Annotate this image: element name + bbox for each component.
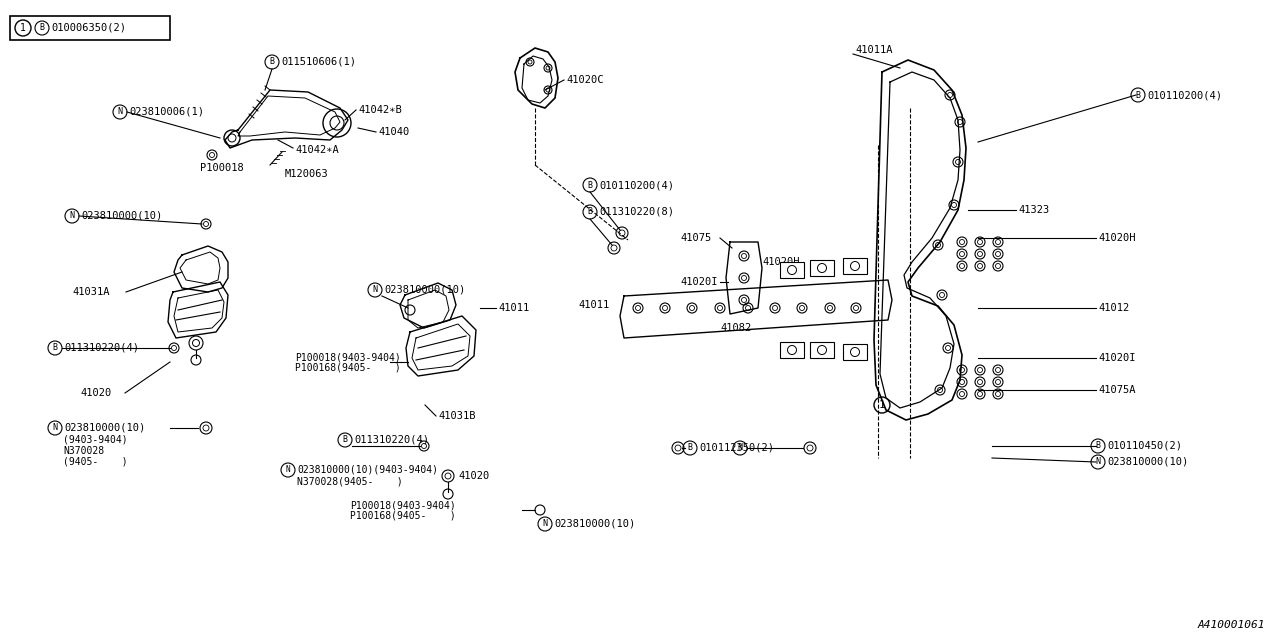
- Text: 010112350(2): 010112350(2): [699, 443, 774, 453]
- Bar: [810, 342, 835, 358]
- Text: 41042∗A: 41042∗A: [294, 145, 339, 155]
- Text: 41042∗B: 41042∗B: [358, 105, 402, 115]
- Text: B: B: [343, 435, 347, 445]
- Text: 41020: 41020: [79, 388, 111, 398]
- Text: 41011: 41011: [579, 300, 611, 310]
- Text: 41011: 41011: [498, 303, 529, 313]
- Bar: [810, 260, 835, 276]
- Bar: [844, 258, 867, 274]
- Text: 023810006(1): 023810006(1): [129, 107, 204, 117]
- Text: N: N: [285, 465, 291, 474]
- Text: N: N: [69, 211, 74, 221]
- Text: B: B: [270, 58, 274, 67]
- Text: M120063: M120063: [285, 169, 329, 179]
- Text: 41020I: 41020I: [1098, 353, 1135, 363]
- Text: 023810000(10)(9403-9404): 023810000(10)(9403-9404): [297, 465, 438, 475]
- Text: B: B: [687, 444, 692, 452]
- Text: 010110200(4): 010110200(4): [599, 180, 675, 190]
- Text: 41012: 41012: [1098, 303, 1129, 313]
- Text: P100168(9405-    ): P100168(9405- ): [294, 363, 401, 373]
- Text: 41082: 41082: [719, 323, 751, 333]
- Text: 011310220(4): 011310220(4): [355, 435, 429, 445]
- Bar: [844, 344, 867, 360]
- Text: 41031A: 41031A: [72, 287, 110, 297]
- Text: 011510606(1): 011510606(1): [282, 57, 356, 67]
- Text: 1: 1: [20, 23, 26, 33]
- Text: 41011A: 41011A: [855, 45, 892, 55]
- Text: (9403-9404): (9403-9404): [63, 435, 128, 445]
- Text: P100168(9405-    ): P100168(9405- ): [349, 511, 456, 521]
- Text: 010006350(2): 010006350(2): [51, 23, 125, 33]
- Text: 41020C: 41020C: [566, 75, 603, 85]
- Text: P100018(9403-9404): P100018(9403-9404): [349, 500, 456, 510]
- Text: 023810000(10): 023810000(10): [1107, 457, 1188, 467]
- Text: N: N: [372, 285, 378, 294]
- Text: 023810000(10): 023810000(10): [554, 519, 635, 529]
- Text: 011310220(8): 011310220(8): [599, 207, 675, 217]
- Text: N: N: [118, 108, 123, 116]
- Text: 010110200(4): 010110200(4): [1147, 90, 1222, 100]
- Text: B: B: [588, 180, 593, 189]
- Text: N: N: [543, 520, 548, 529]
- Text: 41075A: 41075A: [1098, 385, 1135, 395]
- Text: P100018(9403-9404): P100018(9403-9404): [294, 353, 401, 363]
- Text: B: B: [1096, 442, 1101, 451]
- Text: 41020H: 41020H: [1098, 233, 1135, 243]
- Text: 023810000(10): 023810000(10): [64, 423, 145, 433]
- Text: N370028: N370028: [63, 446, 104, 456]
- Text: N: N: [52, 424, 58, 433]
- Bar: [780, 342, 804, 358]
- Text: 1: 1: [878, 400, 886, 410]
- Text: N: N: [737, 444, 742, 452]
- Text: B: B: [52, 344, 58, 353]
- Text: P100018: P100018: [200, 163, 243, 173]
- Bar: [780, 262, 804, 278]
- Text: N370028(9405-    ): N370028(9405- ): [297, 476, 403, 486]
- Text: B: B: [1135, 90, 1140, 99]
- Text: 41075: 41075: [680, 233, 712, 243]
- Text: 41020I: 41020I: [680, 277, 718, 287]
- Text: A410001061: A410001061: [1198, 620, 1265, 630]
- Text: 023810000(10): 023810000(10): [81, 211, 163, 221]
- Bar: [10, 16, 170, 40]
- Text: 011310220(4): 011310220(4): [64, 343, 140, 353]
- Text: B: B: [40, 24, 45, 33]
- Text: N: N: [1096, 458, 1101, 467]
- Text: 41323: 41323: [1018, 205, 1050, 215]
- Text: 41040: 41040: [378, 127, 410, 137]
- Text: 41020: 41020: [458, 471, 489, 481]
- Text: 41020H: 41020H: [762, 257, 800, 267]
- Text: 41031B: 41031B: [438, 411, 475, 421]
- Text: (9405-    ): (9405- ): [63, 456, 128, 466]
- Text: 010110450(2): 010110450(2): [1107, 441, 1181, 451]
- Text: B: B: [588, 207, 593, 216]
- Text: 023810000(10): 023810000(10): [384, 285, 465, 295]
